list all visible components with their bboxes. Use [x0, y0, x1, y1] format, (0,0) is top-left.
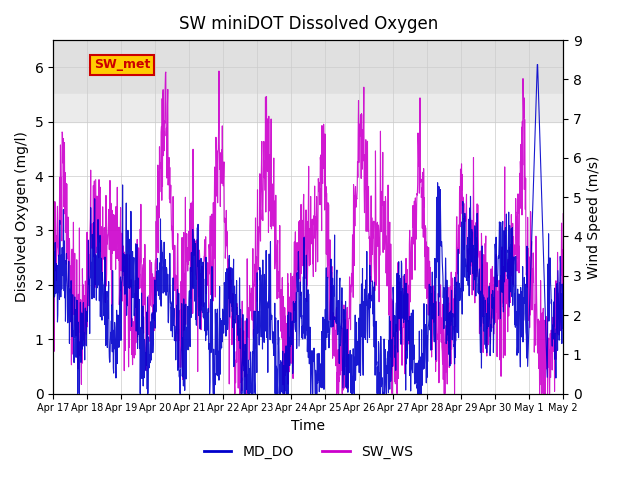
- Y-axis label: Wind Speed (m/s): Wind Speed (m/s): [588, 155, 602, 278]
- Legend: MD_DO, SW_WS: MD_DO, SW_WS: [198, 439, 418, 465]
- Title: SW miniDOT Dissolved Oxygen: SW miniDOT Dissolved Oxygen: [179, 15, 438, 33]
- Bar: [53, 95, 563, 122]
- Bar: [53, 40, 563, 95]
- Text: SW_met: SW_met: [94, 59, 150, 72]
- Y-axis label: Dissolved Oxygen (mg/l): Dissolved Oxygen (mg/l): [15, 132, 29, 302]
- X-axis label: Time: Time: [291, 419, 325, 433]
